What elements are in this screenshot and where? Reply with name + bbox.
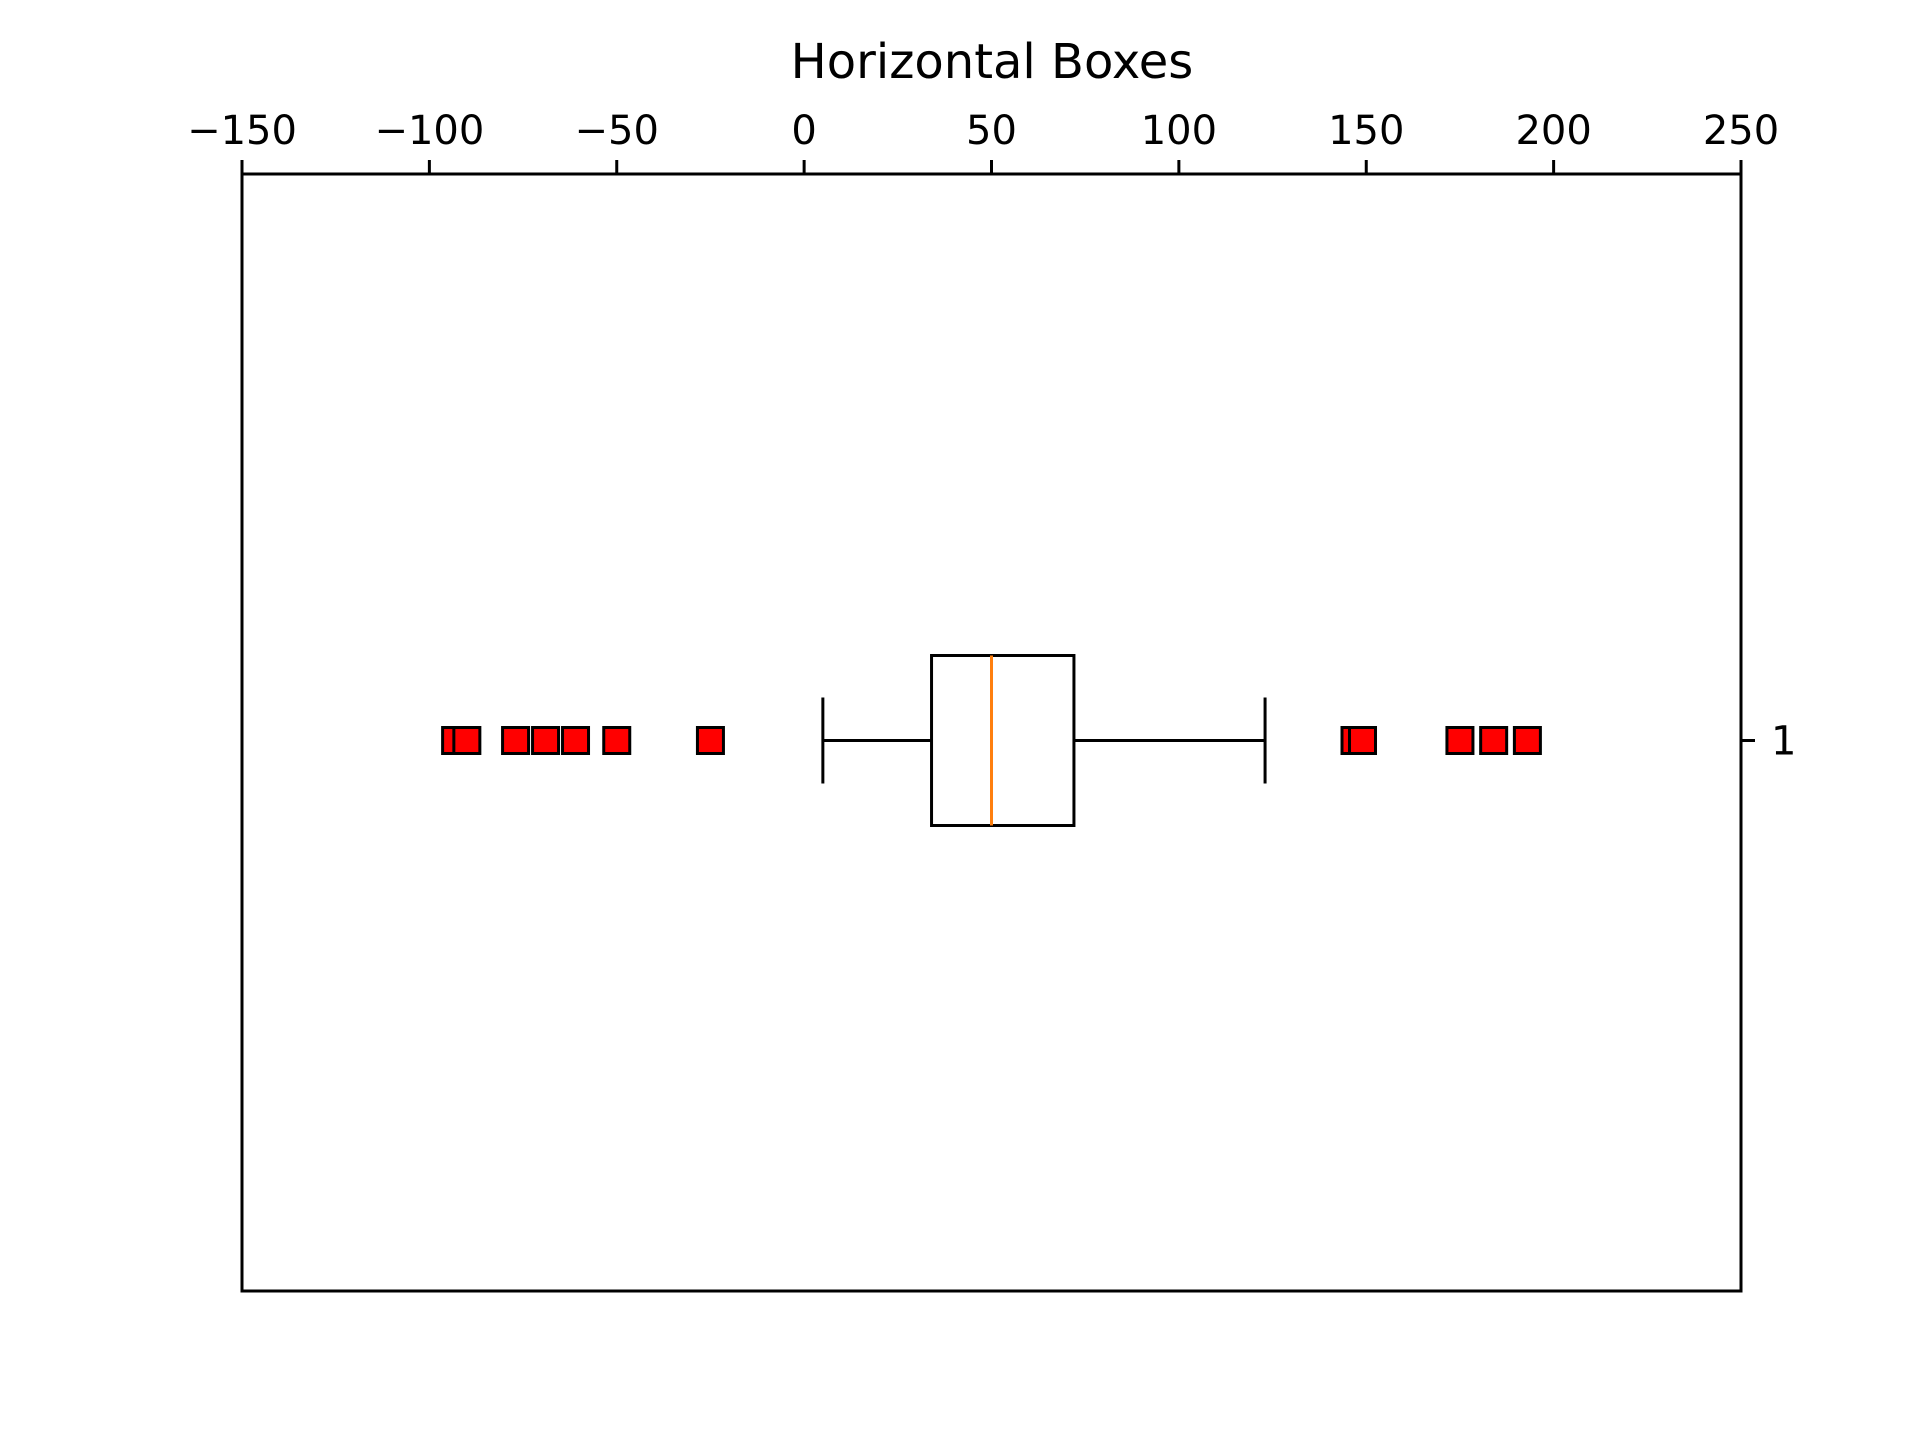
y-tick-label: 1 (1771, 719, 1796, 765)
boxes-group (821, 654, 1267, 827)
outlier-marker (1445, 726, 1475, 755)
x-tick-label: 50 (966, 108, 1017, 154)
x-tick-label: 0 (791, 108, 816, 154)
x-tick-label: 200 (1515, 108, 1591, 154)
outlier-marker (602, 726, 632, 755)
outlier-marker (1512, 726, 1542, 755)
outlier-marker (1479, 726, 1509, 755)
box-iqr (930, 654, 1076, 827)
outlier-marker (452, 726, 482, 755)
y-axis: 1 (1741, 719, 1796, 765)
outliers-group (441, 726, 1542, 755)
chart-title: Horizontal Boxes (791, 34, 1194, 90)
x-tick-label: 250 (1703, 108, 1779, 154)
outlier-marker (1348, 726, 1378, 755)
outlier-marker (561, 726, 591, 755)
x-tick-label: 150 (1328, 108, 1404, 154)
outlier-marker (695, 726, 725, 755)
x-tick-label: −150 (187, 108, 297, 154)
outlier-marker (501, 726, 531, 755)
x-tick-label: −100 (374, 108, 484, 154)
x-tick-label: 100 (1141, 108, 1217, 154)
outlier-marker (531, 726, 561, 755)
x-tick-label: −50 (575, 108, 659, 154)
x-axis: −150 −100 −50 0 50 100 150 200 250 (187, 108, 1779, 174)
